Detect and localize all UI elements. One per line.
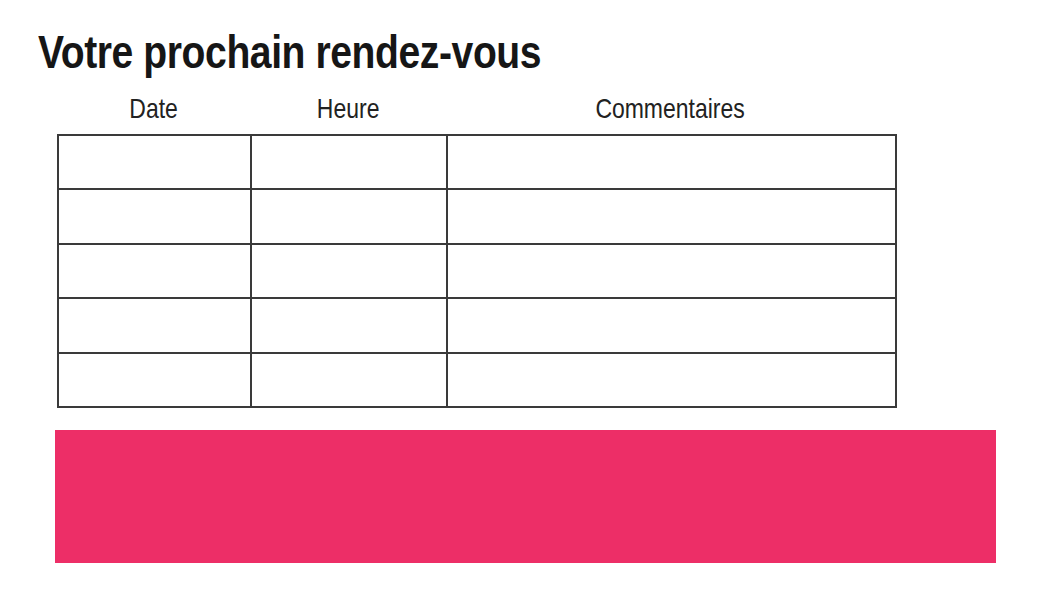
page-title: Votre prochain rendez-vous: [38, 28, 630, 76]
table-cell: [251, 244, 447, 298]
pink-banner: [55, 430, 996, 563]
table-cell: [58, 189, 251, 243]
table-cell: [251, 298, 447, 352]
column-header-commentaires: Commentaires: [446, 93, 895, 125]
table-row: [58, 244, 896, 298]
column-header-date: Date: [57, 93, 250, 125]
table-cell: [447, 189, 896, 243]
table-cell: [58, 135, 251, 189]
table-row: [58, 135, 896, 189]
table-cell: [447, 353, 896, 407]
table-cell: [58, 244, 251, 298]
table-cell: [447, 244, 896, 298]
table-cell: [251, 189, 447, 243]
table-cell: [58, 353, 251, 407]
table-row: [58, 298, 896, 352]
table-column-headers: Date Heure Commentaires: [57, 93, 895, 125]
page-title-text: Votre prochain rendez-vous: [38, 28, 541, 76]
table-row: [58, 353, 896, 407]
table-cell: [58, 298, 251, 352]
table-row: [58, 189, 896, 243]
table-cell: [447, 298, 896, 352]
table-cell: [251, 353, 447, 407]
column-header-heure: Heure: [250, 93, 446, 125]
page: { "title": "Votre prochain rendez-vous",…: [0, 0, 1050, 600]
appointments-table-body: [58, 135, 896, 407]
table-cell: [251, 135, 447, 189]
appointments-table: [57, 134, 897, 408]
table-cell: [447, 135, 896, 189]
